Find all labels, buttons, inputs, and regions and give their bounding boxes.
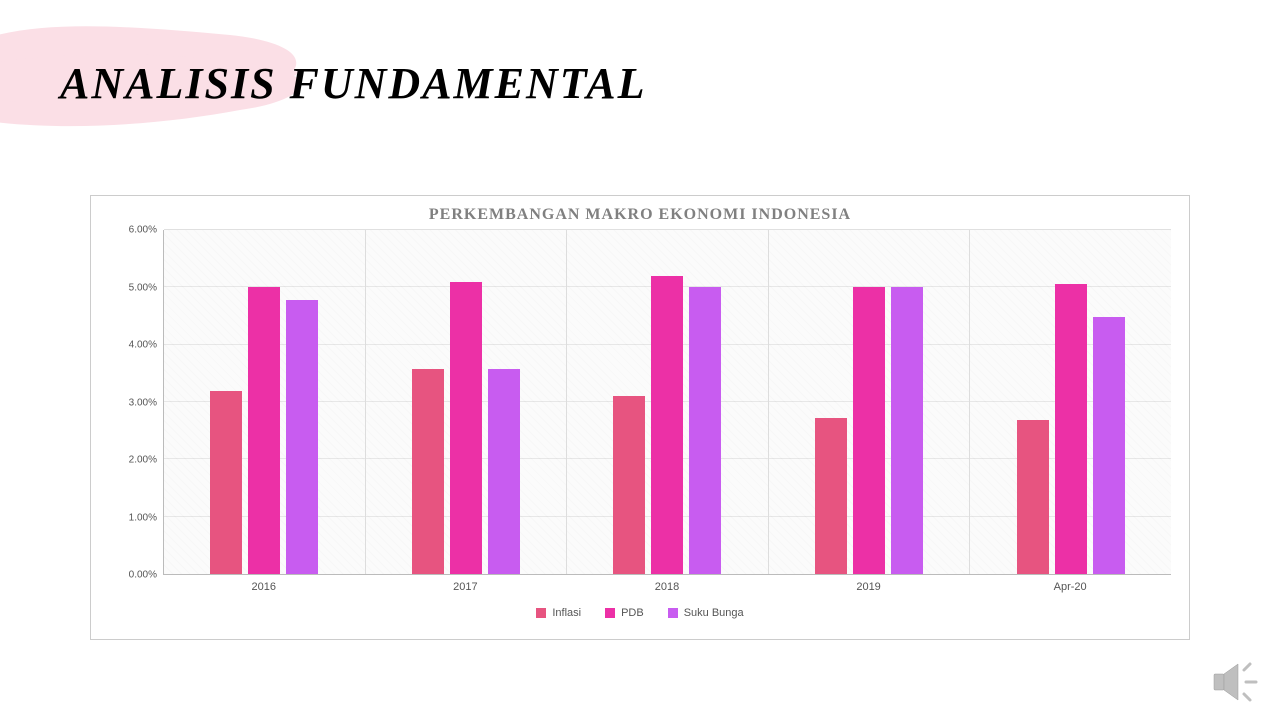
- bar: [891, 287, 923, 574]
- y-tick-label: 1.00%: [129, 512, 157, 523]
- bar-group: [366, 230, 568, 574]
- legend-item-pdb: PDB: [605, 607, 644, 619]
- legend-item-inflasi: Inflasi: [536, 607, 581, 619]
- y-tick-label: 5.00%: [129, 282, 157, 293]
- bar: [853, 287, 885, 574]
- bar-groups: [164, 230, 1171, 574]
- legend-label: PDB: [621, 607, 644, 619]
- bar: [450, 282, 482, 574]
- page-title: ANALISIS FUNDAMENTAL: [60, 58, 646, 109]
- bar: [1017, 420, 1049, 574]
- y-tick-label: 4.00%: [129, 340, 157, 351]
- x-tick-label: 2018: [566, 575, 768, 593]
- bar: [1055, 284, 1087, 574]
- bar-group: [970, 230, 1171, 574]
- legend-swatch: [605, 608, 615, 618]
- bar-group: [769, 230, 971, 574]
- legend-swatch: [668, 608, 678, 618]
- y-tick-label: 6.00%: [129, 225, 157, 236]
- x-tick-label: 2016: [163, 575, 365, 593]
- bar: [412, 369, 444, 574]
- chart-plot-area: 6.00% 5.00% 4.00% 3.00% 2.00% 1.00% 0.00…: [109, 230, 1171, 575]
- y-tick-label: 2.00%: [129, 455, 157, 466]
- y-tick-label: 0.00%: [129, 570, 157, 581]
- bar: [488, 369, 520, 574]
- bar: [651, 276, 683, 574]
- plot-region: [163, 230, 1171, 575]
- y-axis: 6.00% 5.00% 4.00% 3.00% 2.00% 1.00% 0.00…: [109, 230, 163, 575]
- legend-label: Inflasi: [552, 607, 581, 619]
- bar-group: [567, 230, 769, 574]
- bar: [286, 300, 318, 574]
- legend-item-sukubunga: Suku Bunga: [668, 607, 744, 619]
- bar: [815, 418, 847, 574]
- speaker-icon: [1210, 658, 1262, 706]
- bar: [1093, 317, 1125, 574]
- chart-container: PERKEMBANGAN MAKRO EKONOMI INDONESIA 6.0…: [90, 195, 1190, 640]
- x-tick-label: Apr-20: [969, 575, 1171, 593]
- bar: [248, 287, 280, 574]
- chart-title: PERKEMBANGAN MAKRO EKONOMI INDONESIA: [109, 206, 1171, 224]
- y-tick-label: 3.00%: [129, 397, 157, 408]
- x-axis-labels: 2016201720182019Apr-20: [163, 575, 1171, 593]
- legend-label: Suku Bunga: [684, 607, 744, 619]
- bar: [613, 396, 645, 574]
- x-tick-label: 2017: [365, 575, 567, 593]
- legend-swatch: [536, 608, 546, 618]
- x-tick-label: 2019: [768, 575, 970, 593]
- legend: Inflasi PDB Suku Bunga: [109, 607, 1171, 619]
- bar: [210, 391, 242, 574]
- bar: [689, 287, 721, 574]
- bar-group: [164, 230, 366, 574]
